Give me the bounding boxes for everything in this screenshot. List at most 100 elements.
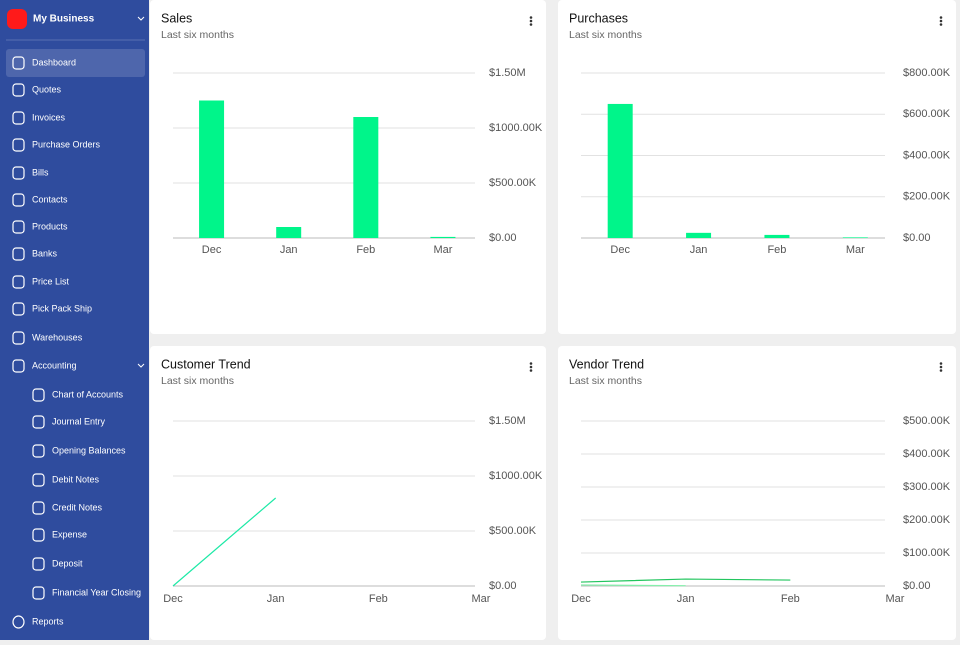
card-subtitle: Last six months xyxy=(161,375,234,387)
nav-item[interactable]: Warehouses xyxy=(32,332,83,342)
x-tick-label: Mar xyxy=(433,244,452,256)
nav-item[interactable]: Purchase Orders xyxy=(32,139,101,149)
nav-sub-item[interactable]: Opening Balances xyxy=(52,445,126,455)
chevron[interactable] xyxy=(137,363,145,368)
nav-icon xyxy=(12,247,25,261)
card xyxy=(150,346,546,640)
x-tick-label: Jan xyxy=(677,593,695,605)
nav-icon xyxy=(12,138,25,152)
nav-item[interactable]: Banks xyxy=(32,248,58,258)
nav-icon xyxy=(32,528,45,542)
menu-dot[interactable] xyxy=(939,369,943,372)
y-tick-label: $1000.00K xyxy=(489,122,543,134)
bar xyxy=(842,237,868,238)
x-tick-label: Jan xyxy=(690,244,708,256)
y-tick-label: $1.50M xyxy=(489,67,526,79)
x-tick-label: Feb xyxy=(767,244,786,256)
y-tick-label: $800.00K xyxy=(903,67,951,79)
nav-item[interactable]: Invoices xyxy=(32,112,66,122)
nav-sub-item[interactable]: Credit Notes xyxy=(52,502,103,512)
card xyxy=(558,346,956,640)
card-subtitle: Last six months xyxy=(569,29,642,41)
nav-item[interactable]: Products xyxy=(32,221,68,231)
nav-icon xyxy=(32,473,45,487)
menu-dot[interactable] xyxy=(529,365,533,369)
y-tick-label: $600.00K xyxy=(903,108,951,120)
y-tick-label: $200.00K xyxy=(903,191,951,203)
y-tick-label: $0.00 xyxy=(489,580,517,592)
chevron[interactable] xyxy=(137,16,145,21)
menu-dot[interactable] xyxy=(939,23,943,26)
y-tick-label: $400.00K xyxy=(903,149,951,161)
x-tick-label: Dec xyxy=(202,244,222,256)
trend-line xyxy=(580,578,791,583)
x-tick-label: Mar xyxy=(846,244,865,256)
sidebar xyxy=(0,0,149,640)
nav-icon xyxy=(32,557,45,571)
menu-dot[interactable] xyxy=(939,16,943,19)
bar xyxy=(686,232,712,238)
bar xyxy=(276,227,302,238)
nav-item[interactable]: Contacts xyxy=(32,194,68,204)
x-tick-label: Dec xyxy=(610,244,630,256)
y-tick-label: $0.00 xyxy=(903,580,931,592)
nav-item[interactable]: Quotes xyxy=(32,84,62,94)
nav-item[interactable]: Price List xyxy=(32,276,70,286)
bar xyxy=(764,234,790,238)
nav-item[interactable]: Reports xyxy=(32,616,64,626)
nav-sub-item[interactable]: Expense xyxy=(52,529,87,539)
nav-icon xyxy=(12,83,25,97)
nav-sub-item[interactable]: Debit Notes xyxy=(52,474,100,484)
bar xyxy=(430,236,456,238)
x-tick-label: Feb xyxy=(369,593,388,605)
nav-icon xyxy=(12,331,25,345)
menu-dot[interactable] xyxy=(939,19,943,23)
nav-icon xyxy=(12,166,25,180)
x-tick-label: Dec xyxy=(163,593,183,605)
active-item xyxy=(6,49,145,77)
nav-icon xyxy=(32,501,45,515)
menu-dot[interactable] xyxy=(939,362,943,365)
nav-icon xyxy=(12,111,25,125)
menu-dot[interactable] xyxy=(529,23,533,26)
nav-icon xyxy=(12,193,25,207)
brand-logo xyxy=(7,9,27,29)
y-tick-label: $0.00 xyxy=(489,232,517,244)
bar xyxy=(353,117,379,238)
menu-dot[interactable] xyxy=(529,362,533,365)
menu-dot[interactable] xyxy=(529,19,533,23)
nav-item[interactable]: Dashboard xyxy=(32,57,76,67)
card-title: Purchases xyxy=(569,11,628,25)
brand-name[interactable]: My Business xyxy=(33,14,95,25)
trend-line xyxy=(172,497,277,587)
nav-sub-item[interactable]: Journal Entry xyxy=(52,416,106,426)
card-title: Sales xyxy=(161,11,192,25)
nav-item[interactable]: Bills xyxy=(32,167,49,177)
menu-dot[interactable] xyxy=(939,365,943,369)
nav-sub-item[interactable]: Chart of Accounts xyxy=(52,389,124,399)
x-tick-label: Jan xyxy=(267,593,285,605)
nav-item[interactable]: Pick Pack Ship xyxy=(32,303,92,313)
bar xyxy=(607,103,633,238)
y-tick-label: $200.00K xyxy=(903,514,951,526)
y-tick-label: $500.00K xyxy=(489,525,537,537)
nav-icon xyxy=(32,388,45,402)
nav-icon xyxy=(12,220,25,234)
nav-icon xyxy=(32,586,45,600)
menu-dot[interactable] xyxy=(529,369,533,372)
card xyxy=(150,0,546,334)
card-subtitle: Last six months xyxy=(161,29,234,41)
menu-dot[interactable] xyxy=(529,16,533,19)
x-tick-label: Mar xyxy=(886,593,905,605)
y-tick-label: $1.50M xyxy=(489,415,526,427)
card-title: Vendor Trend xyxy=(569,357,644,371)
x-tick-label: Dec xyxy=(571,593,591,605)
y-tick-label: $300.00K xyxy=(903,481,951,493)
y-tick-label: $0.00 xyxy=(903,232,931,244)
y-tick-label: $500.00K xyxy=(903,415,951,427)
nav-sub-item[interactable]: Deposit xyxy=(52,558,83,568)
x-tick-label: Jan xyxy=(280,244,298,256)
nav-sub-item[interactable]: Financial Year Closing xyxy=(52,587,141,597)
nav-item[interactable]: Accounting xyxy=(32,360,77,370)
